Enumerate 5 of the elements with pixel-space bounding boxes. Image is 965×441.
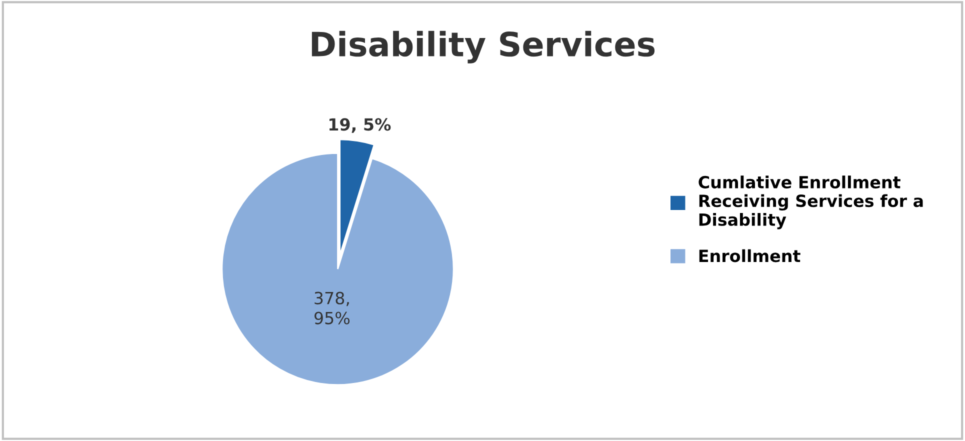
data-label: 19, 5% bbox=[330, 118, 391, 133]
data-label: 378, 95% bbox=[314, 292, 350, 324]
legend-label: Enrollment bbox=[699, 249, 800, 262]
chart-title: Disability Services bbox=[312, 30, 655, 64]
legend-label: Cumlative Enrollment Receiving Services for a Disability bbox=[698, 176, 923, 230]
